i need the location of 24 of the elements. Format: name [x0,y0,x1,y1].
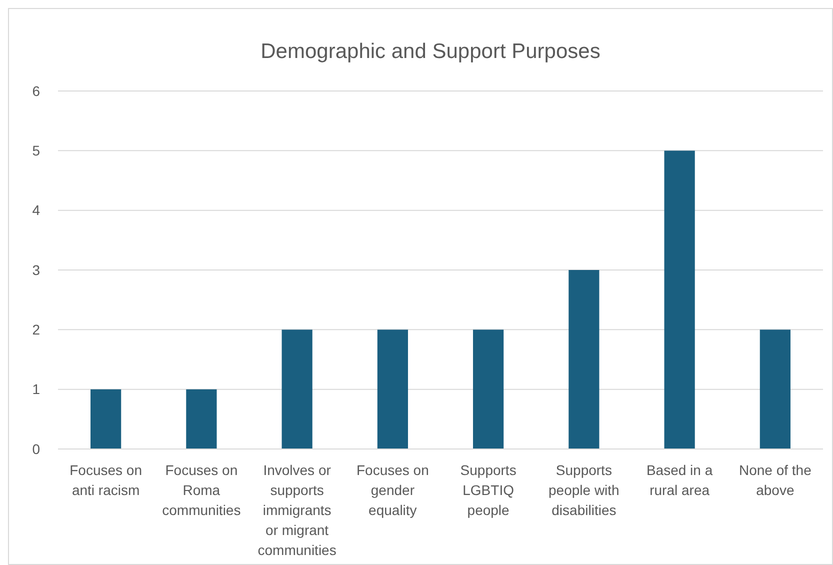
y-tick-label: 5 [32,142,40,159]
bar [760,330,790,449]
bar [90,389,122,449]
x-tick-label: Supports LGBTIQ people [460,462,516,518]
bar [473,330,504,449]
x-tick-label: Focuses on Roma communities [162,462,241,518]
y-tick-label: 4 [32,202,40,218]
chart-title: Demographic and Support Purposes [260,40,600,63]
x-tick-label: Based in a rural area [646,462,713,498]
bar [282,330,312,449]
y-tick-label: 2 [32,322,40,338]
y-tick-label: 1 [32,381,40,398]
x-tick-label: Focuses on gender equality [356,462,429,518]
y-tick-label: 3 [32,262,40,278]
x-tick-label: Focuses on anti racism [70,462,142,498]
x-tick-label: Involves or supports immigrants or migrant communities [258,462,336,558]
bar [377,330,408,449]
bar [664,150,695,449]
bar [568,270,600,449]
y-tick-label: 0 [32,440,40,457]
x-tick-label: Supports people with disabilities [548,462,620,518]
bar [186,389,217,449]
y-tick-label: 6 [32,82,40,99]
x-tick-label: None of the above [738,462,812,498]
